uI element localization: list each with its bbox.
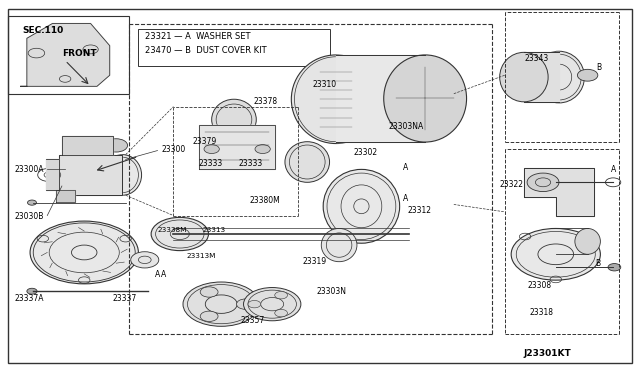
Circle shape <box>237 299 254 310</box>
Circle shape <box>511 228 600 280</box>
Text: 23303NA: 23303NA <box>389 122 424 131</box>
Circle shape <box>275 292 287 299</box>
Bar <box>8 16 129 94</box>
Polygon shape <box>199 125 275 169</box>
Circle shape <box>28 200 36 205</box>
Text: 23357: 23357 <box>241 316 264 325</box>
Text: 23337A: 23337A <box>14 294 44 303</box>
Text: 23379: 23379 <box>193 137 217 146</box>
Text: 23343: 23343 <box>525 54 548 63</box>
Ellipse shape <box>500 52 548 102</box>
Circle shape <box>244 288 301 321</box>
Polygon shape <box>524 52 559 102</box>
Ellipse shape <box>534 51 584 103</box>
Text: A: A <box>403 163 409 172</box>
Circle shape <box>275 310 287 317</box>
Circle shape <box>183 282 259 326</box>
Circle shape <box>608 263 621 271</box>
Text: A: A <box>611 165 616 174</box>
Text: 23378: 23378 <box>253 97 277 106</box>
Circle shape <box>204 145 220 154</box>
Ellipse shape <box>575 228 600 254</box>
Text: 23318: 23318 <box>530 308 554 317</box>
Circle shape <box>200 311 218 321</box>
Text: J23301KT: J23301KT <box>524 350 572 359</box>
Text: A: A <box>161 270 166 279</box>
Circle shape <box>577 69 598 81</box>
Polygon shape <box>46 160 59 190</box>
Ellipse shape <box>321 228 357 262</box>
Text: 23333: 23333 <box>239 158 262 168</box>
Polygon shape <box>20 23 109 86</box>
Text: 23030B: 23030B <box>14 212 44 221</box>
Bar <box>138 29 330 66</box>
Text: 23380M: 23380M <box>250 196 281 205</box>
Text: B: B <box>596 63 601 72</box>
Text: 23337: 23337 <box>113 294 137 303</box>
Text: 23302: 23302 <box>354 148 378 157</box>
Text: 23312: 23312 <box>408 206 432 215</box>
Text: A: A <box>403 195 409 203</box>
Text: 23321 — A  WASHER SET: 23321 — A WASHER SET <box>145 32 250 41</box>
Text: 23322: 23322 <box>499 180 523 189</box>
Text: 23319: 23319 <box>302 257 326 266</box>
Text: 23313: 23313 <box>202 227 225 233</box>
Ellipse shape <box>285 142 330 182</box>
Ellipse shape <box>323 169 399 243</box>
Polygon shape <box>62 136 113 155</box>
Text: B: B <box>595 259 600 268</box>
Circle shape <box>131 252 159 268</box>
Circle shape <box>30 221 138 284</box>
Text: FRONT: FRONT <box>62 49 97 58</box>
Text: 23303N: 23303N <box>317 287 347 296</box>
Circle shape <box>527 173 559 192</box>
Circle shape <box>104 139 127 152</box>
Ellipse shape <box>212 99 256 140</box>
Circle shape <box>27 288 37 294</box>
Circle shape <box>151 217 209 251</box>
Ellipse shape <box>291 55 381 144</box>
Circle shape <box>255 145 270 154</box>
Text: 23470 — B  DUST COVER KIT: 23470 — B DUST COVER KIT <box>145 46 266 55</box>
Ellipse shape <box>103 155 141 195</box>
Ellipse shape <box>384 55 467 142</box>
Polygon shape <box>56 190 75 202</box>
Text: 23308: 23308 <box>528 281 552 290</box>
Text: 23333: 23333 <box>199 158 223 168</box>
Text: 23313M: 23313M <box>186 253 216 259</box>
Text: A: A <box>155 270 160 279</box>
Text: 23338M: 23338M <box>157 227 187 233</box>
Circle shape <box>200 287 218 297</box>
Text: SEC.110: SEC.110 <box>22 26 63 35</box>
Text: 23300: 23300 <box>162 145 186 154</box>
Polygon shape <box>524 167 594 215</box>
Text: 23310: 23310 <box>312 80 337 89</box>
Polygon shape <box>336 55 425 142</box>
Polygon shape <box>59 155 122 195</box>
Text: 23300A: 23300A <box>14 165 44 174</box>
Circle shape <box>248 301 260 308</box>
